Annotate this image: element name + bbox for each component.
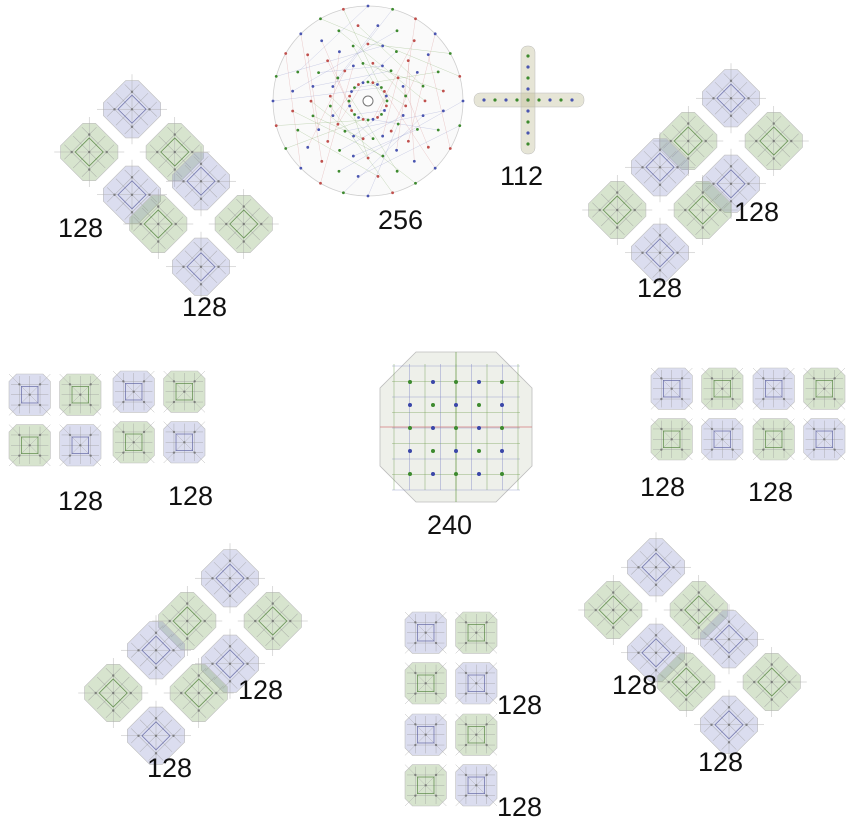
label-112: 112 [500, 161, 544, 191]
label-top-right-b: 128 [637, 273, 683, 303]
cluster-bottom-left-a [152, 543, 308, 699]
cluster-bottom-center-a [404, 611, 498, 705]
cluster-top-right-b [582, 132, 738, 288]
label-mid-right-a: 128 [640, 472, 686, 502]
cluster-bottom-center-b [404, 713, 498, 807]
cluster-mid-left-a [8, 373, 102, 467]
label-mid-right-b: 128 [748, 477, 794, 507]
cluster-mid-right-b [752, 367, 846, 461]
label-256: 256 [378, 205, 424, 235]
label-bottom-left-a: 128 [238, 675, 284, 705]
label-mid-left-b: 128 [168, 481, 214, 511]
label-bottom-right-a: 128 [612, 670, 658, 700]
label-bottom-left-b: 128 [147, 753, 193, 783]
cross-projection-112 [473, 45, 585, 155]
label-top-right-a: 128 [734, 197, 780, 227]
label-bottom-center-b: 128 [497, 792, 543, 822]
center-projection-240 [379, 351, 533, 503]
label-top-left-b: 128 [182, 292, 228, 322]
label-bottom-center-a: 128 [497, 690, 543, 720]
cluster-mid-left-b [112, 370, 206, 464]
cluster-top-left-b [123, 146, 279, 302]
cluster-bottom-left-b [78, 615, 234, 771]
cluster-bottom-right-b [651, 604, 807, 760]
label-mid-left-a: 128 [58, 486, 104, 516]
cluster-top-left-a [54, 74, 210, 230]
cluster-bottom-right-a [578, 532, 734, 688]
label-240: 240 [427, 510, 473, 540]
circle-projection-256 [271, 4, 465, 198]
label-bottom-right-b: 128 [698, 747, 744, 777]
label-top-left-a: 128 [58, 213, 104, 243]
cluster-mid-right-a [650, 367, 744, 461]
cluster-top-right-a [653, 63, 809, 219]
